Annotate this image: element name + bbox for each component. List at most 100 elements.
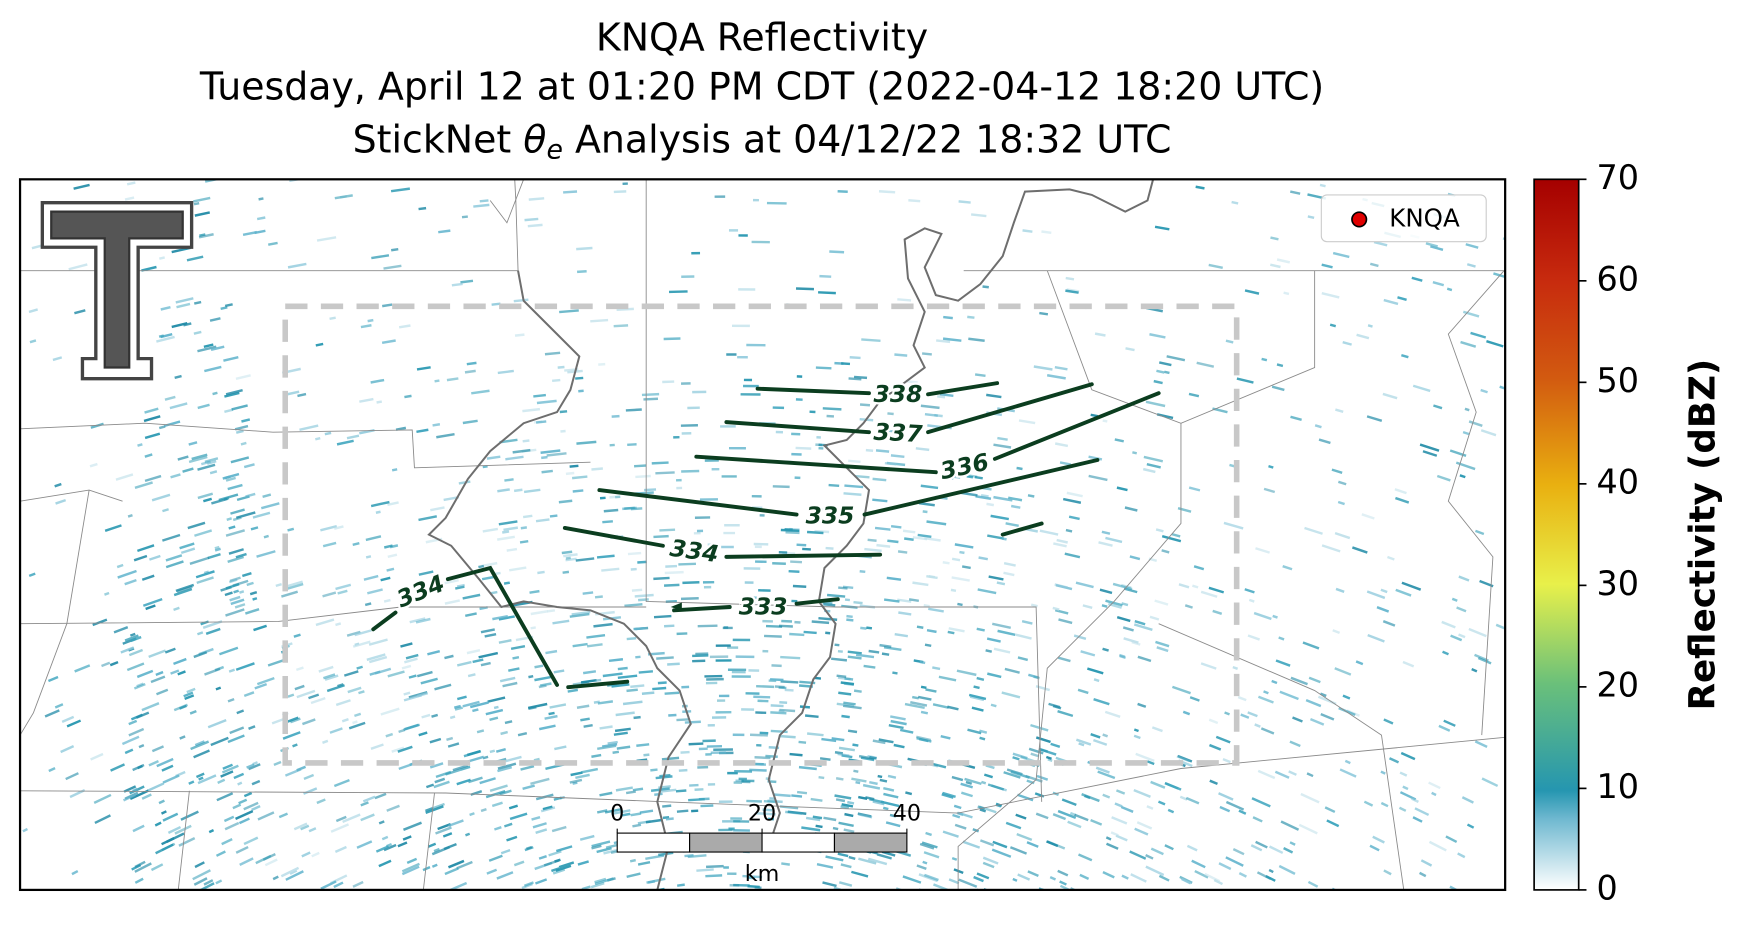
echo (836, 702, 855, 708)
echo (1017, 656, 1029, 662)
echo (559, 410, 568, 414)
echo (617, 674, 638, 680)
echo (1212, 609, 1223, 616)
echo (487, 696, 506, 703)
echo (510, 644, 526, 651)
echo (748, 669, 760, 672)
echo (1061, 798, 1077, 806)
echo (968, 337, 985, 342)
echo (1431, 791, 1437, 797)
echo (1412, 384, 1431, 393)
echo (577, 270, 587, 274)
echo (418, 570, 434, 576)
echo (770, 711, 787, 715)
echo (1332, 629, 1341, 634)
echo (858, 813, 873, 819)
echo (301, 718, 316, 726)
echo (366, 653, 386, 661)
echo (1247, 711, 1258, 718)
echo (471, 389, 490, 395)
echo (1208, 263, 1223, 269)
echo (772, 485, 790, 489)
echo (722, 626, 733, 630)
echo (1184, 604, 1193, 609)
echo (1486, 340, 1504, 348)
echo (1466, 823, 1475, 829)
echo (540, 806, 556, 813)
echo (1075, 581, 1094, 589)
echo (354, 629, 372, 637)
echo (627, 551, 642, 556)
echo (822, 407, 842, 411)
echo (878, 190, 896, 194)
echo (1033, 365, 1053, 371)
echo (512, 655, 520, 660)
echo (472, 708, 479, 713)
echo (539, 682, 552, 687)
echo (894, 632, 909, 638)
echo (993, 443, 1012, 449)
county-line (20, 422, 591, 469)
echo (529, 589, 540, 594)
colorbar-tick-label: 30 (1597, 564, 1640, 603)
echo (1146, 805, 1154, 810)
echo (1480, 429, 1497, 437)
contour-label: 336 (938, 448, 992, 486)
echo (452, 764, 469, 772)
echo (1337, 480, 1347, 486)
echo (374, 792, 387, 800)
echo (1457, 852, 1466, 859)
echo (425, 783, 435, 789)
echo (162, 533, 181, 542)
analysis-domain (282, 303, 1240, 766)
echo (890, 524, 902, 529)
map-frame (18, 178, 1507, 892)
echo (892, 671, 898, 675)
echo (576, 704, 590, 709)
echo (1106, 842, 1119, 850)
echo (948, 627, 965, 633)
echo (1474, 653, 1489, 662)
echo (61, 715, 75, 723)
echo (973, 685, 980, 690)
echo (225, 583, 240, 590)
echo (561, 550, 573, 555)
echo (1474, 740, 1488, 748)
echo (210, 345, 225, 351)
echo (865, 448, 874, 452)
echo (625, 408, 642, 412)
echo (1278, 864, 1296, 875)
echo (819, 757, 831, 761)
echo (973, 875, 984, 883)
echo (899, 728, 914, 734)
echo (992, 840, 1008, 849)
echo (1329, 323, 1337, 328)
echo (227, 697, 235, 703)
echo (1458, 633, 1466, 639)
echo (101, 661, 111, 668)
echo (565, 471, 575, 476)
echo (486, 868, 498, 875)
echo (1305, 699, 1322, 708)
echo (1446, 287, 1453, 292)
echo (1254, 723, 1261, 728)
echo (1124, 506, 1138, 512)
echo (359, 428, 375, 435)
echo (591, 840, 611, 848)
echo (197, 403, 210, 410)
echo (418, 731, 428, 737)
echo (792, 584, 807, 588)
echo (176, 302, 191, 309)
echo (1366, 590, 1386, 600)
echo (1335, 587, 1345, 593)
echo (846, 618, 854, 622)
echo (124, 196, 135, 201)
echo (1369, 844, 1380, 852)
echo (456, 695, 467, 701)
echo (851, 870, 869, 878)
echo (558, 861, 575, 869)
echo (1209, 779, 1218, 786)
echo (322, 739, 329, 744)
echo (1383, 869, 1392, 876)
echo (846, 614, 853, 619)
